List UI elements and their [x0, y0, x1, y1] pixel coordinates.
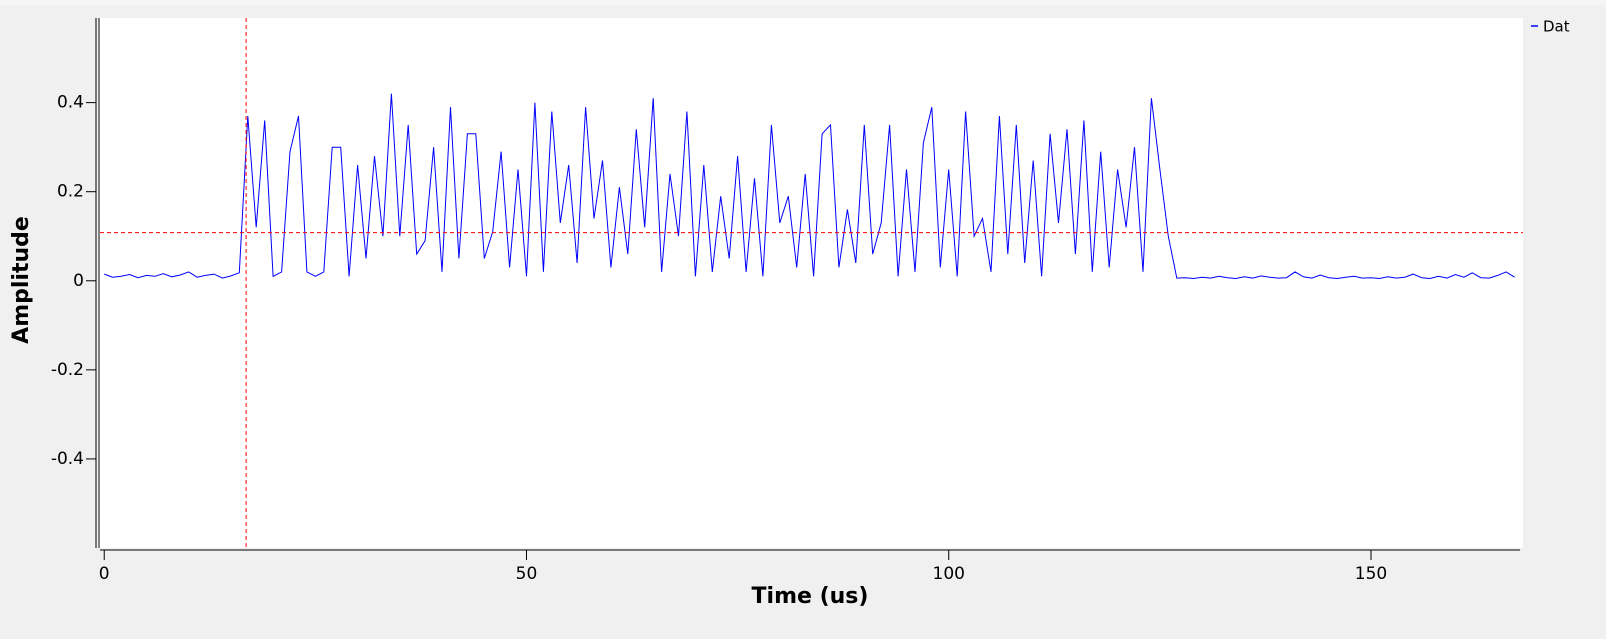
plot-area	[98, 18, 1523, 548]
x-tick-label: 50	[516, 564, 538, 584]
legend-label: Dat	[1543, 18, 1570, 36]
top-band	[0, 0, 1606, 5]
x-axis-title: Time (us)	[752, 584, 869, 609]
y-tick-label: 0.4	[57, 93, 84, 113]
x-tick-label: 150	[1355, 564, 1387, 584]
x-tick-label: 100	[933, 564, 965, 584]
data-line	[104, 93, 1515, 280]
y-tick-label: -0.2	[51, 360, 84, 380]
y-axis-title: Amplitude	[9, 216, 34, 344]
y-tick-label: 0.2	[57, 182, 84, 202]
y-tick-label: -0.4	[51, 449, 84, 469]
x-tick-label: 0	[99, 564, 110, 584]
y-tick-label: 0	[73, 271, 84, 291]
